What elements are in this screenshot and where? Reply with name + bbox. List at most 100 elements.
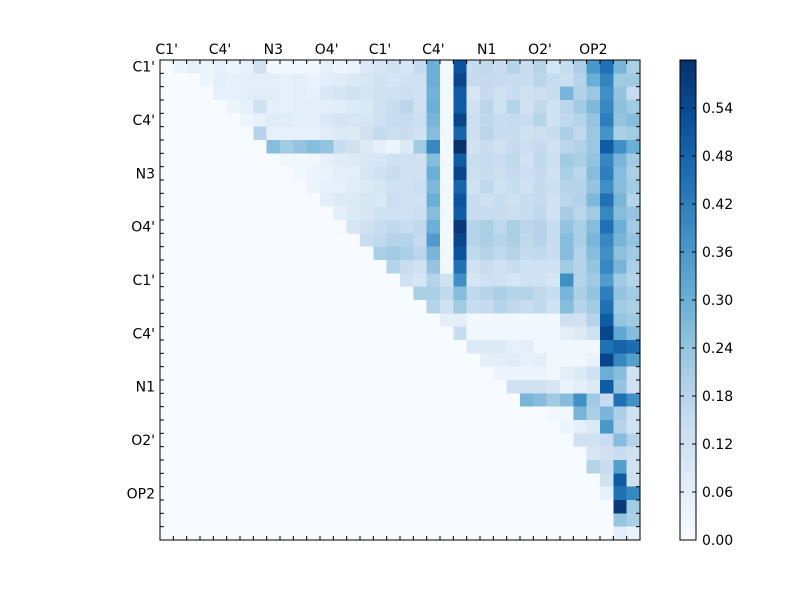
heatmap-cell [520, 220, 534, 234]
heatmap-cell [426, 366, 441, 381]
heatmap-cell [586, 446, 601, 461]
heatmap-cell [413, 366, 428, 381]
heatmap-cell [520, 433, 534, 448]
heatmap-cell [226, 420, 241, 434]
heatmap-cell [480, 486, 494, 501]
heatmap-cell [186, 340, 201, 354]
heatmap-cell [560, 206, 574, 221]
heatmap-cell [493, 86, 508, 101]
heatmap-cell [413, 100, 428, 114]
heatmap-cell [200, 486, 214, 501]
heatmap-cell [240, 180, 254, 194]
heatmap-cell [293, 406, 308, 421]
heatmap-cell [373, 340, 388, 354]
heatmap-cell [373, 380, 388, 394]
heatmap-cell [413, 300, 428, 314]
heatmap-cell [213, 526, 228, 541]
heatmap-cell [360, 286, 374, 301]
heatmap-cell [386, 326, 401, 341]
heatmap-cell [386, 380, 401, 394]
heatmap-cell [506, 393, 521, 408]
heatmap-cell [426, 433, 441, 448]
heatmap-cell [320, 166, 334, 181]
heatmap-cell [626, 286, 641, 301]
heatmap-cell [413, 60, 428, 74]
heatmap-cell [186, 86, 201, 101]
heatmap-cell [600, 446, 614, 461]
heatmap-cell [213, 340, 228, 354]
heatmap-cell [426, 140, 441, 154]
heatmap-cell [480, 193, 494, 208]
heatmap-cell [546, 526, 561, 541]
heatmap-cell [160, 220, 174, 234]
heatmap-cell [186, 500, 201, 514]
heatmap-cell [400, 433, 414, 448]
heatmap-cell [413, 353, 428, 368]
heatmap-cell [586, 286, 601, 301]
heatmap-cell [226, 193, 241, 208]
heatmap-cell [173, 140, 188, 154]
heatmap-cell [226, 140, 241, 154]
heatmap-cell [186, 286, 201, 301]
heatmap-cell [306, 446, 321, 461]
heatmap-cell [253, 220, 268, 234]
heatmap-cell [173, 433, 188, 448]
heatmap-cell [453, 313, 468, 328]
heatmap-cell [386, 140, 401, 154]
heatmap-cell [213, 273, 228, 288]
heatmap-cell [360, 313, 374, 328]
heatmap-cell [600, 126, 614, 141]
heatmap-cell [280, 166, 294, 181]
heatmap-cell [506, 473, 521, 488]
heatmap-cell [253, 246, 268, 261]
heatmap-cell [493, 500, 508, 514]
heatmap-cell [240, 500, 254, 514]
heatmap-cell [506, 460, 521, 474]
heatmap-cell [573, 500, 588, 514]
y-tick-label: O2' [131, 433, 155, 449]
heatmap-cell [346, 486, 361, 501]
heatmap-cell [493, 446, 508, 461]
heatmap-cell [440, 313, 454, 328]
heatmap-cell [520, 500, 534, 514]
heatmap-cell [346, 206, 361, 221]
heatmap-cell [466, 473, 481, 488]
heatmap-cell [360, 393, 374, 408]
heatmap-cell [333, 273, 348, 288]
heatmap-cell [573, 140, 588, 154]
heatmap-cell [386, 166, 401, 181]
heatmap-cell [213, 180, 228, 194]
heatmap-cell [480, 326, 494, 341]
heatmap-cell [400, 300, 414, 314]
heatmap-cell [560, 260, 574, 274]
heatmap-cell [186, 126, 201, 141]
heatmap-cell [373, 513, 388, 528]
heatmap-cell [333, 313, 348, 328]
heatmap-cell [226, 326, 241, 341]
heatmap-cell [306, 460, 321, 474]
heatmap-cell [213, 446, 228, 461]
heatmap-cell [400, 220, 414, 234]
heatmap-cell [320, 193, 334, 208]
heatmap-cell [226, 60, 241, 74]
heatmap-cell [173, 286, 188, 301]
heatmap-cell [586, 86, 601, 101]
heatmap-cell [240, 286, 254, 301]
heatmap-cell [293, 380, 308, 394]
heatmap-cell [520, 473, 534, 488]
heatmap-cell [306, 260, 321, 274]
heatmap-cell [400, 326, 414, 341]
heatmap-cell [613, 326, 628, 341]
heatmap-cell [266, 73, 281, 88]
heatmap-cell [573, 526, 588, 541]
heatmap-cell [240, 313, 254, 328]
heatmap-cell [280, 73, 294, 88]
heatmap-cell [226, 366, 241, 381]
heatmap-cell [200, 166, 214, 181]
heatmap-cell [160, 273, 174, 288]
heatmap-cell [293, 420, 308, 434]
heatmap-cell [333, 166, 348, 181]
heatmap-cell [386, 220, 401, 234]
heatmap-cell [453, 500, 468, 514]
heatmap-cell [613, 286, 628, 301]
